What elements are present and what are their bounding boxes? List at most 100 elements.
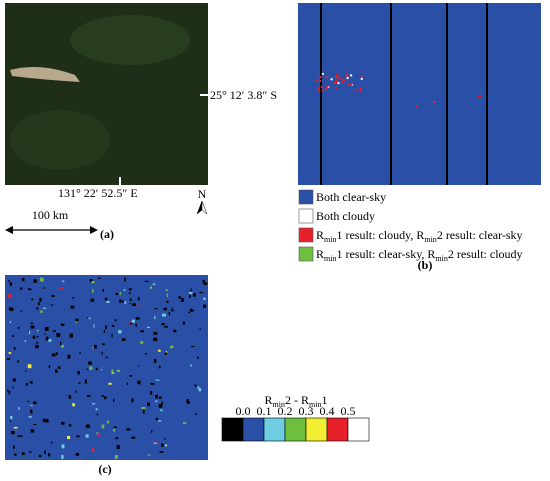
spot	[433, 101, 436, 103]
spot	[330, 78, 333, 81]
spot	[164, 326, 168, 328]
legend-swatch	[298, 208, 314, 224]
spot	[326, 76, 329, 79]
legend-swatch	[298, 227, 314, 243]
spot	[113, 426, 117, 428]
spot	[17, 435, 19, 437]
spot	[159, 396, 162, 399]
spot	[93, 324, 95, 328]
spot	[135, 317, 140, 320]
spot	[319, 79, 322, 82]
spot	[45, 336, 49, 341]
spot	[105, 356, 109, 358]
spot	[78, 382, 81, 384]
spot	[188, 294, 191, 298]
spot	[30, 325, 35, 329]
spot	[11, 335, 14, 337]
spot	[88, 317, 91, 320]
spot	[158, 420, 162, 422]
colorbar-title: Rmin2 - Rmin1	[265, 393, 328, 409]
spot	[12, 378, 16, 382]
spot	[68, 395, 72, 399]
spot	[56, 333, 61, 337]
spot	[350, 74, 353, 77]
spot	[111, 333, 113, 338]
spot	[105, 325, 107, 330]
spot	[116, 445, 120, 449]
spot	[165, 289, 168, 291]
spot	[94, 344, 97, 349]
spot	[55, 369, 57, 373]
spot	[154, 400, 158, 402]
swath-lines	[320, 3, 488, 185]
legend-label: Both cloudy	[316, 209, 375, 223]
difference-map	[5, 275, 208, 460]
spot	[48, 365, 51, 369]
spot	[91, 281, 95, 284]
spot	[116, 369, 121, 372]
spot	[320, 85, 323, 88]
spot	[195, 413, 197, 416]
spot	[10, 430, 15, 435]
spot	[359, 87, 362, 90]
spot	[334, 87, 337, 90]
spot	[44, 327, 49, 331]
text-part: min	[273, 400, 285, 409]
spot	[316, 88, 319, 91]
spot	[137, 297, 140, 301]
spot	[126, 428, 131, 431]
spot	[159, 409, 163, 411]
caption: (b)	[418, 258, 433, 272]
spot	[62, 280, 65, 282]
spot	[61, 421, 65, 425]
spot	[14, 453, 17, 456]
spot	[129, 302, 131, 305]
spot	[130, 322, 133, 325]
spot	[104, 297, 108, 301]
spot	[335, 76, 338, 79]
spot	[8, 307, 13, 311]
spot	[88, 361, 93, 365]
spot	[115, 293, 119, 296]
colorbar-cell	[242, 417, 265, 442]
spot	[108, 382, 112, 385]
spot	[173, 329, 177, 333]
spot	[21, 277, 25, 282]
spot	[57, 366, 61, 369]
text-part: min	[309, 400, 321, 409]
spot	[13, 426, 18, 429]
spot	[119, 292, 122, 295]
spot	[27, 400, 30, 402]
spot	[72, 403, 75, 407]
spot	[44, 333, 46, 336]
spot	[154, 316, 156, 319]
spot	[324, 87, 327, 90]
spot	[350, 83, 353, 86]
spot	[126, 382, 128, 386]
spot	[132, 303, 136, 306]
colorbar-tick-label: 0.5	[341, 404, 356, 418]
spot	[153, 359, 157, 363]
colorbar-tick-label: 0.1	[257, 404, 272, 418]
spot	[337, 76, 340, 79]
spot	[161, 401, 164, 405]
text-part: 2 result: cloudy	[448, 247, 523, 261]
colorbar-cell	[284, 417, 307, 442]
spot	[197, 386, 200, 389]
spot	[89, 279, 93, 283]
spot	[91, 448, 95, 452]
lat-label: 25° 12′ 3.8″ S	[210, 88, 277, 102]
spot	[166, 293, 168, 298]
terrain	[70, 15, 190, 65]
text-part: min	[324, 254, 336, 263]
spot	[135, 323, 137, 327]
spot	[48, 453, 51, 457]
spot	[153, 442, 158, 444]
spot	[153, 337, 158, 341]
text-part: min	[324, 235, 336, 244]
spot	[101, 395, 104, 397]
spot	[202, 279, 205, 284]
north-label: N	[198, 187, 207, 201]
spot	[96, 432, 99, 434]
